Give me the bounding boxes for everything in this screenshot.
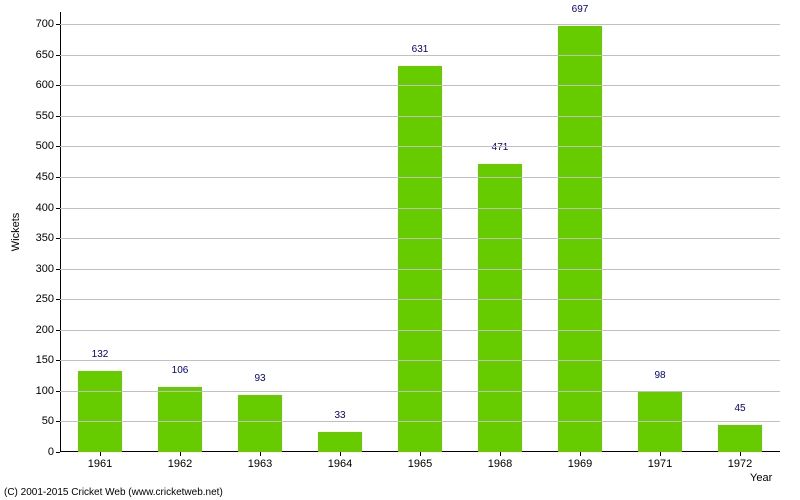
x-tick-label: 1964 (328, 452, 352, 470)
bar-value-label: 98 (654, 370, 665, 381)
grid-line (60, 360, 780, 361)
x-tick-label: 1969 (568, 452, 592, 470)
grid-line (60, 177, 780, 178)
bar-slot: 451972 (700, 12, 780, 452)
grid-line (60, 24, 780, 25)
y-tick-label: 550 (36, 110, 60, 122)
grid-line (60, 208, 780, 209)
y-tick-label: 400 (36, 202, 60, 214)
grid-line (60, 85, 780, 86)
y-tick-label: 300 (36, 263, 60, 275)
plot-area: 1321961106196293196333196463119654711968… (60, 12, 780, 452)
y-axis-title: Wickets (10, 213, 22, 252)
y-tick-label: 100 (36, 385, 60, 397)
grid-line (60, 330, 780, 331)
bar-slot: 1061962 (140, 12, 220, 452)
grid-line (60, 238, 780, 239)
y-tick-label: 450 (36, 171, 60, 183)
grid-line (60, 391, 780, 392)
bar-value-label: 93 (254, 373, 265, 384)
bar-slot: 6311965 (380, 12, 460, 452)
y-tick-label: 700 (36, 18, 60, 30)
bar-slot: 981971 (620, 12, 700, 452)
y-tick-label: 650 (36, 49, 60, 61)
bar (318, 432, 362, 452)
bar-value-label: 631 (412, 44, 429, 55)
grid-line (60, 299, 780, 300)
bar-slot: 331964 (300, 12, 380, 452)
x-tick-label: 1961 (88, 452, 112, 470)
bar-value-label: 132 (92, 349, 109, 360)
wickets-bar-chart: 1321961106196293196333196463119654711968… (0, 0, 800, 500)
y-tick-label: 600 (36, 79, 60, 91)
y-tick-label: 250 (36, 293, 60, 305)
grid-line (60, 269, 780, 270)
bar (238, 395, 282, 452)
x-tick-label: 1968 (488, 452, 512, 470)
y-tick-label: 500 (36, 140, 60, 152)
y-tick-label: 200 (36, 324, 60, 336)
copyright-text: (C) 2001-2015 Cricket Web (www.cricketwe… (4, 487, 223, 498)
bar-value-label: 33 (334, 410, 345, 421)
grid-line (60, 116, 780, 117)
y-tick-label: 0 (48, 446, 60, 458)
grid-line (60, 55, 780, 56)
bar-slot: 4711968 (460, 12, 540, 452)
x-tick-label: 1963 (248, 452, 272, 470)
y-tick-label: 350 (36, 232, 60, 244)
y-tick-label: 150 (36, 354, 60, 366)
x-tick-label: 1962 (168, 452, 192, 470)
bar-value-label: 697 (572, 4, 589, 15)
x-axis-title: Year (750, 472, 772, 484)
y-tick-label: 50 (42, 415, 60, 427)
x-tick-label: 1971 (648, 452, 672, 470)
bars-layer: 1321961106196293196333196463119654711968… (60, 12, 780, 452)
bar-slot: 1321961 (60, 12, 140, 452)
x-tick-label: 1965 (408, 452, 432, 470)
x-tick-label: 1972 (728, 452, 752, 470)
grid-line (60, 146, 780, 147)
bar-slot: 931963 (220, 12, 300, 452)
bar-value-label: 471 (492, 142, 509, 153)
bar (78, 371, 122, 452)
bar-slot: 6971969 (540, 12, 620, 452)
bar-value-label: 45 (734, 403, 745, 414)
grid-line (60, 421, 780, 422)
bar (158, 387, 202, 452)
bar-value-label: 106 (172, 365, 189, 376)
bar (718, 425, 762, 453)
bar (398, 66, 442, 452)
